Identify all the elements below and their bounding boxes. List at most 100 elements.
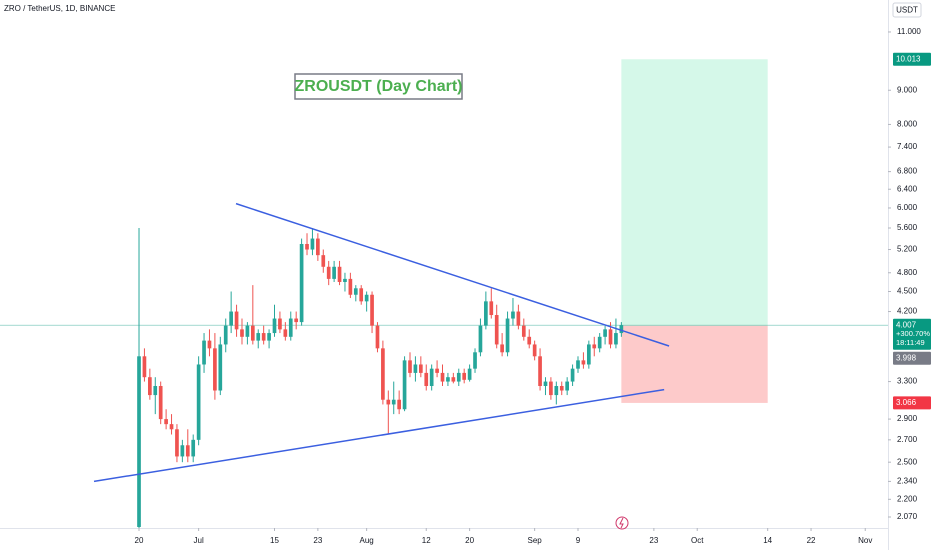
candle-body: [164, 419, 168, 425]
candle-body: [185, 445, 190, 457]
price-label-box: [893, 396, 931, 410]
candle-body: [467, 368, 472, 380]
candle-body: [619, 325, 624, 334]
x-tick-label: 20: [135, 536, 144, 545]
candle-body: [446, 377, 450, 382]
candle-body: [500, 344, 504, 353]
y-axis-label: USDT: [896, 6, 918, 15]
candle-body: [554, 386, 559, 396]
annotation-box: [294, 73, 463, 100]
y-tick-label: 6.400: [897, 184, 918, 193]
candle-body: [424, 372, 429, 387]
candle-body: [148, 377, 152, 396]
candle-body: [316, 238, 320, 256]
candle-body: [473, 352, 477, 369]
price-label-extra: +300.70%: [896, 329, 930, 338]
candle-body: [364, 294, 369, 302]
y-tick-label: 2.500: [897, 457, 918, 466]
y-tick-label: 4.800: [897, 268, 918, 277]
candle-body: [229, 311, 233, 326]
x-tick-label: 9: [576, 536, 581, 545]
y-tick-label: 2.900: [897, 414, 918, 423]
x-tick-label: Jul: [194, 536, 204, 545]
candle-body: [196, 364, 201, 440]
candle-body: [213, 348, 217, 391]
candle-body: [175, 429, 179, 457]
candle-body: [337, 266, 342, 282]
candle-body: [348, 278, 353, 295]
candle-body: [614, 333, 618, 345]
candle-body: [559, 386, 564, 391]
candle-body: [332, 266, 336, 279]
candle-body: [576, 360, 580, 369]
trend-line: [93, 388, 665, 483]
candle-body: [386, 399, 391, 405]
candle-body: [429, 368, 434, 387]
candle-body: [532, 344, 537, 357]
candle-body: [169, 424, 174, 430]
candle-body: [261, 333, 266, 341]
price-label-box: [893, 318, 931, 350]
candle-body: [207, 340, 212, 349]
candle-body: [462, 372, 467, 380]
candle-body: [484, 301, 488, 326]
candle-body: [456, 372, 461, 382]
price-label: 10.013: [896, 54, 921, 63]
x-tick-label: 14: [763, 536, 772, 545]
candle-body: [516, 311, 521, 326]
candle-body: [353, 288, 358, 295]
trend-line: [235, 202, 670, 347]
candle-body: [359, 288, 364, 302]
candle-body: [440, 372, 445, 382]
candle-body: [413, 364, 418, 373]
candle-body: [565, 381, 570, 391]
y-tick-label: 3.300: [897, 377, 918, 386]
chart-title: ZRO / TetherUS, 1D, BINANCE: [4, 4, 115, 13]
price-label: 4.007: [896, 320, 917, 329]
candle-body: [343, 278, 347, 282]
candle-body: [158, 386, 163, 420]
candle-body: [240, 329, 244, 337]
x-tick-label: 22: [807, 536, 816, 545]
y-tick-label: 4.500: [897, 287, 918, 296]
annotation: ZROUSDT (Day Chart): [294, 78, 462, 95]
y-tick-label: 5.600: [897, 223, 918, 232]
x-tick-label: 20: [465, 536, 474, 545]
candle-body: [310, 238, 315, 250]
y-tick-label: 6.800: [897, 167, 918, 176]
candle-body: [527, 336, 532, 345]
candle-body: [402, 360, 407, 410]
y-tick-label: 9.000: [897, 85, 918, 94]
candle-body: [597, 336, 602, 349]
unit-box: [892, 2, 922, 18]
candle-body: [603, 329, 607, 337]
y-tick-label: 11.000: [897, 27, 921, 36]
candle-body: [202, 340, 206, 365]
candle-body: [397, 399, 401, 410]
y-tick-label: 2.200: [897, 494, 918, 503]
x-tick-label: Sep: [528, 536, 543, 545]
candle-body: [142, 356, 147, 378]
x-tick-label: 12: [422, 536, 431, 545]
candle-body: [299, 243, 304, 323]
candle-body: [153, 386, 158, 396]
price-label: 3.998: [896, 353, 917, 362]
candle-body: [505, 318, 510, 353]
y-tick-label: 2.700: [897, 435, 918, 444]
candle-body: [408, 360, 412, 373]
candle-body: [245, 325, 250, 337]
target-zone: [621, 59, 768, 326]
candle-body: [272, 318, 277, 334]
event-icon: [615, 516, 629, 530]
candle-body: [435, 368, 439, 373]
x-tick-label: Nov: [858, 536, 872, 545]
x-tick-label: Aug: [360, 536, 374, 545]
candle-body: [234, 311, 239, 330]
x-tick-label: 15: [270, 536, 279, 545]
candle-body: [391, 399, 396, 405]
y-tick-label: 6.000: [897, 203, 918, 212]
candle-body: [521, 325, 526, 337]
candle-body: [283, 329, 288, 337]
